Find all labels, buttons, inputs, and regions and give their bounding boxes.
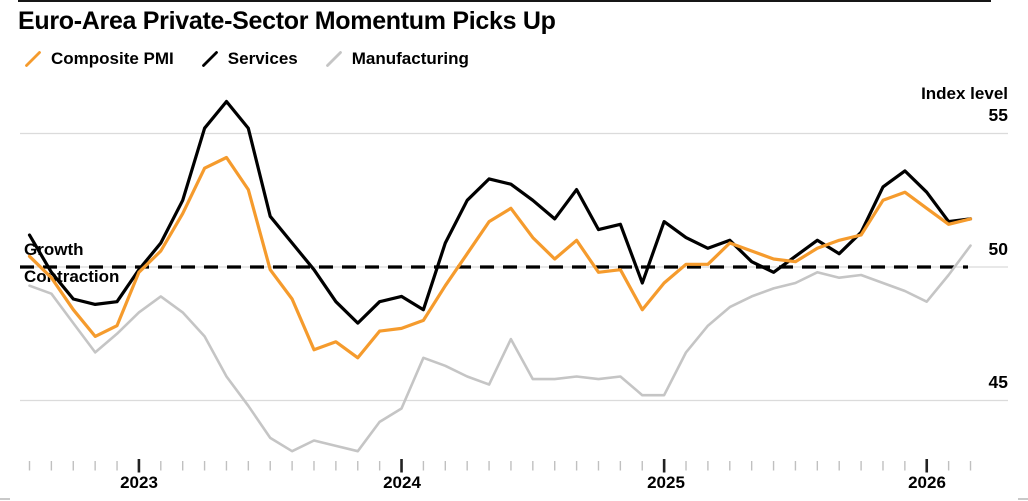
corner-mark-right: [1018, 498, 1028, 500]
x-tick-2025: 2025: [647, 473, 685, 492]
growth-annotation: Growth: [24, 240, 84, 259]
y-axis-unit-label: Index level: [921, 84, 1008, 103]
legend: Composite PMI Services Manufacturing: [24, 49, 469, 69]
legend-label-services: Services: [227, 49, 298, 68]
services-slash-icon: [201, 51, 218, 67]
y-tick-45: 45: [988, 372, 1008, 392]
top-border-rule: [18, 0, 991, 2]
chart-title: Euro-Area Private-Sector Momentum Picks …: [18, 7, 556, 35]
y-tick-55: 55: [988, 105, 1008, 125]
corner-mark-left: [0, 498, 10, 500]
y-tick-50: 50: [988, 239, 1008, 259]
legend-label-manufacturing: Manufacturing: [351, 49, 469, 68]
x-tick-2023: 2023: [120, 473, 158, 492]
legend-item-services: Services: [201, 49, 298, 69]
x-tick-2026: 2026: [908, 473, 946, 492]
x-tick-2024: 2024: [383, 473, 421, 492]
composite-slash-icon: [25, 51, 41, 67]
legend-item-composite: Composite PMI: [24, 49, 174, 69]
legend-label-composite: Composite PMI: [51, 49, 174, 68]
manufacturing-slash-icon: [325, 51, 342, 67]
legend-item-manufacturing: Manufacturing: [325, 49, 469, 69]
contraction-annotation: Contraction: [24, 267, 120, 286]
